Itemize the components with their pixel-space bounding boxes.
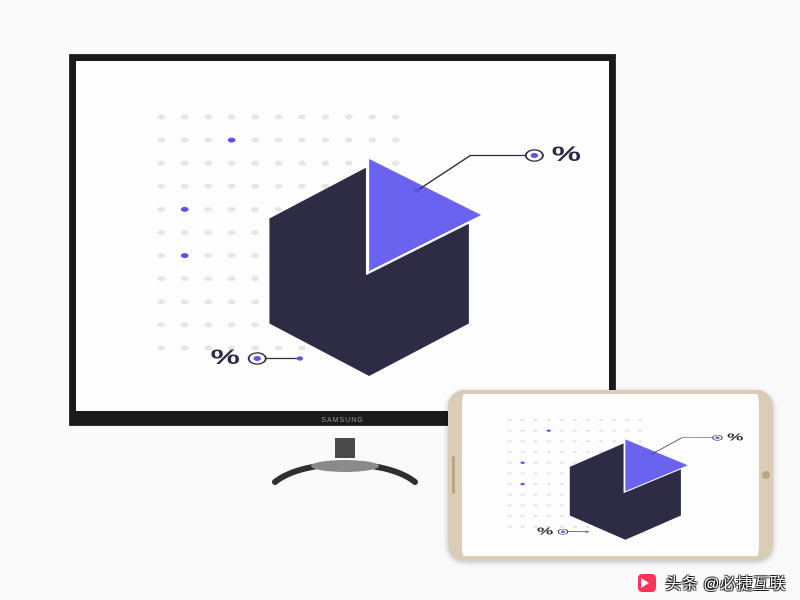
toutiao-icon	[638, 574, 656, 592]
svg-text:%: %	[537, 526, 553, 537]
attrib-prefix: 头条	[665, 576, 698, 593]
attrib-handle: @必捷互联	[703, 576, 786, 593]
chart-svg-phone: %%	[462, 394, 759, 556]
tv-brand-label: SAMSUNG	[321, 417, 363, 424]
svg-text:%: %	[552, 142, 581, 166]
tv-monitor: %% SAMSUNG	[70, 55, 615, 425]
phone-device: %%	[448, 390, 773, 560]
tv-stand	[265, 438, 425, 486]
tv-screen: %%	[76, 61, 609, 411]
phone-screen: %%	[462, 394, 759, 556]
svg-text:%: %	[727, 432, 743, 443]
source-attribution: 头条 @必捷互联	[638, 570, 786, 594]
chart-svg-tv: %%	[76, 61, 609, 411]
svg-text:%: %	[211, 345, 240, 369]
